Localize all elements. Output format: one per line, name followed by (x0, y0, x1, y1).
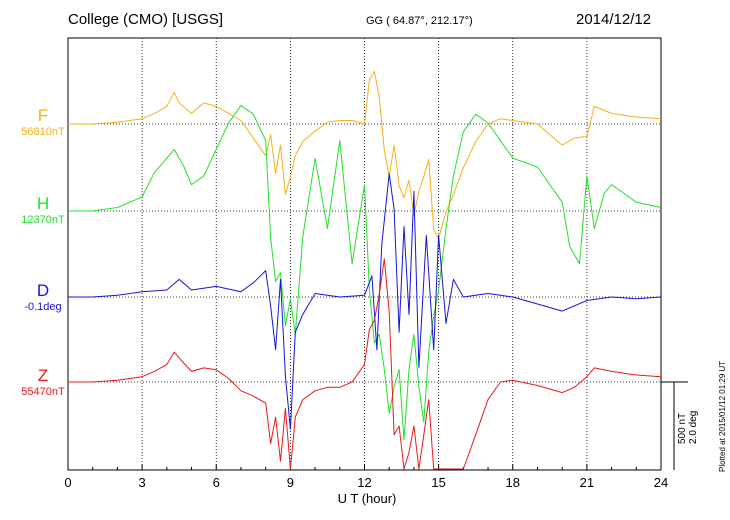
label-h-name: H (36, 194, 50, 213)
series-line-z (68, 258, 662, 470)
series-line-f (68, 70, 662, 239)
x-tick-label: 0 (64, 475, 71, 490)
series-line-h (68, 104, 662, 441)
label-d-name: D (36, 281, 50, 300)
scale-bar (661, 381, 688, 470)
label-f-name: F (37, 106, 49, 125)
x-tick-label: 18 (506, 475, 520, 490)
x-ticks: 0 3 6 9 12 15 18 21 24 (64, 464, 668, 490)
grid (141, 38, 588, 470)
plot-date: 2014/12/12 (576, 11, 652, 28)
series-group (68, 70, 662, 470)
x-tick-label: 9 (287, 475, 294, 490)
x-tick-label: 15 (431, 475, 445, 490)
baselines (68, 123, 661, 383)
label-d: D -0.1deg (8, 281, 78, 313)
label-z: Z 55470nT (8, 366, 78, 398)
series-line-d (68, 173, 662, 430)
label-h: H 12370nT (8, 194, 78, 226)
station-coords: GG ( 64.87°, 212.17°) (366, 15, 473, 27)
x-tick-label: 24 (654, 475, 668, 490)
scale-legend: 500 nT 2.0 deg (677, 411, 699, 444)
label-z-name: Z (37, 366, 49, 385)
label-f: F 56810nT (8, 106, 78, 138)
x-axis-label: U T (hour) (338, 491, 397, 506)
x-tick-label: 21 (580, 475, 594, 490)
label-f-baseline: 56810nT (21, 126, 65, 138)
station-title: College (CMO) [USGS] (68, 11, 224, 28)
scale-deg: 2.0 deg (688, 410, 699, 444)
x-tick-label: 3 (139, 475, 146, 490)
x-tick-label: 6 (213, 475, 220, 490)
x-tick-label: 12 (357, 475, 371, 490)
label-d-baseline: -0.1deg (24, 301, 62, 313)
plotted-timestamp: Plotted at 2015/01/12 01:29 UT (718, 360, 727, 472)
scale-nt: 500 nT (677, 412, 688, 444)
label-z-baseline: 55470nT (21, 386, 65, 398)
label-h-baseline: 12370nT (21, 214, 65, 226)
